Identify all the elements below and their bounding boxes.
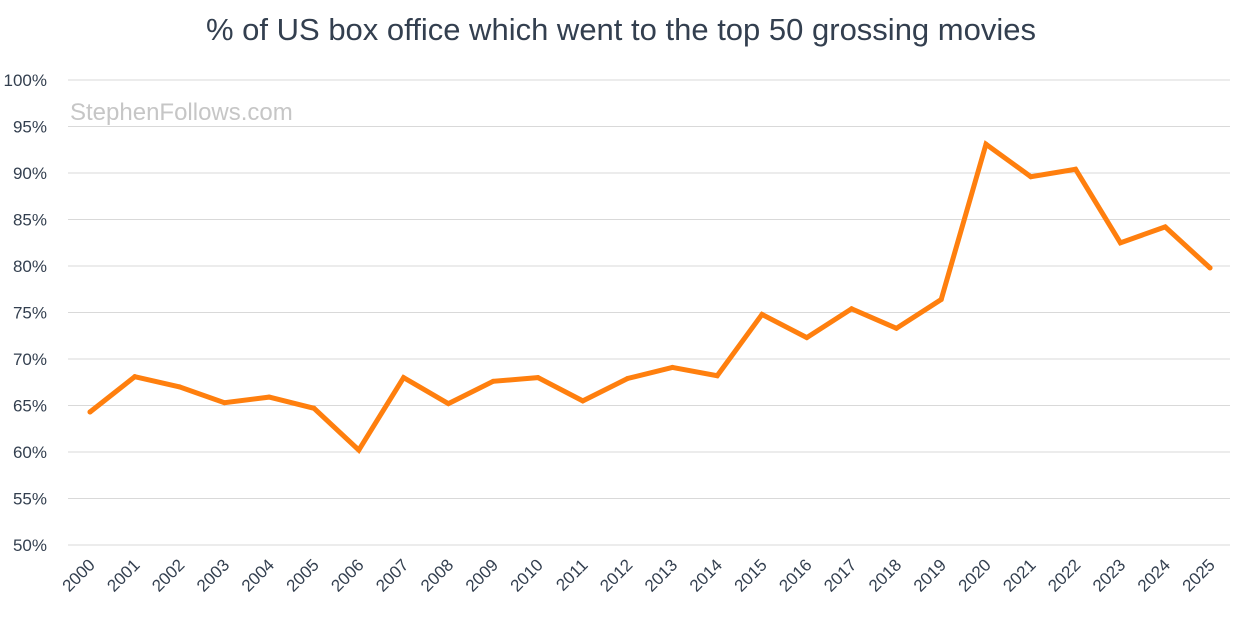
data-point — [401, 375, 407, 381]
y-tick-label: 100% — [4, 71, 47, 90]
data-point — [266, 394, 272, 400]
data-point — [535, 375, 541, 381]
data-point — [1162, 224, 1168, 230]
data-point — [490, 378, 496, 384]
y-tick-label: 60% — [13, 443, 47, 462]
x-tick-label: 2006 — [327, 555, 367, 595]
data-point — [311, 405, 317, 411]
data-point — [1117, 240, 1123, 246]
x-axis-ticks: 2000 2001 2002 2003 2004 2005 2006 2007 2008 2009… — [59, 555, 1219, 595]
y-tick-label: 85% — [13, 211, 47, 230]
grid-lines — [68, 79, 1230, 546]
x-tick-label: 2018 — [865, 555, 905, 595]
x-tick-label: 2005 — [283, 555, 323, 595]
data-point — [445, 401, 451, 407]
x-tick-label: 2008 — [417, 555, 457, 595]
x-tick-label: 2011 — [552, 555, 591, 594]
x-tick-label: 2025 — [1179, 555, 1219, 595]
data-point — [759, 311, 765, 317]
x-tick-label: 2001 — [103, 555, 143, 595]
series-line — [87, 140, 1213, 455]
data-point — [1028, 174, 1034, 180]
data-point — [580, 398, 586, 404]
data-point — [87, 409, 93, 415]
x-tick-label: 2024 — [1134, 555, 1174, 595]
x-tick-label: 2019 — [910, 555, 950, 595]
x-tick-label: 2009 — [462, 555, 502, 595]
x-tick-label: 2016 — [775, 555, 815, 595]
y-tick-label: 90% — [13, 164, 47, 183]
data-point — [938, 296, 944, 302]
data-point — [221, 400, 227, 406]
data-point — [669, 364, 675, 370]
y-tick-label: 70% — [13, 350, 47, 369]
y-tick-label: 80% — [13, 257, 47, 276]
data-point — [983, 141, 989, 147]
x-tick-label: 2023 — [1089, 555, 1129, 595]
x-tick-label: 2014 — [686, 555, 726, 595]
data-point — [177, 384, 183, 390]
x-tick-label: 2012 — [596, 555, 636, 595]
y-tick-label: 75% — [13, 304, 47, 323]
data-point — [132, 374, 138, 380]
x-tick-label: 2004 — [238, 555, 278, 595]
y-tick-label: 55% — [13, 490, 47, 509]
data-point — [804, 335, 810, 341]
x-tick-label: 2003 — [193, 555, 233, 595]
y-tick-label: 50% — [13, 536, 47, 555]
y-axis-ticks: 50% 55% 60% 65% 70% 75% 80% 85% 90% 95% 100% — [4, 71, 47, 555]
data-point — [356, 447, 362, 453]
series-layer — [87, 140, 1213, 455]
data-point — [1207, 265, 1213, 271]
x-tick-label: 2017 — [820, 555, 860, 595]
data-point — [1073, 166, 1079, 172]
x-tick-label: 2007 — [372, 555, 412, 595]
x-tick-label: 2010 — [507, 555, 547, 595]
x-tick-label: 2013 — [641, 555, 681, 595]
data-point — [714, 373, 720, 379]
x-tick-label: 2021 — [999, 555, 1039, 595]
y-tick-label: 65% — [13, 397, 47, 416]
y-tick-label: 95% — [13, 118, 47, 137]
x-tick-label: 2015 — [731, 555, 771, 595]
data-point — [849, 306, 855, 312]
x-tick-label: 2002 — [148, 555, 188, 595]
x-tick-label: 2022 — [1044, 555, 1084, 595]
x-tick-label: 2000 — [59, 555, 99, 595]
watermark-text: StephenFollows.com — [70, 99, 293, 126]
data-point — [893, 325, 899, 331]
x-tick-label: 2020 — [955, 555, 995, 595]
data-point — [625, 376, 631, 382]
chart-title: % of US box office which went to the top… — [206, 12, 1036, 47]
